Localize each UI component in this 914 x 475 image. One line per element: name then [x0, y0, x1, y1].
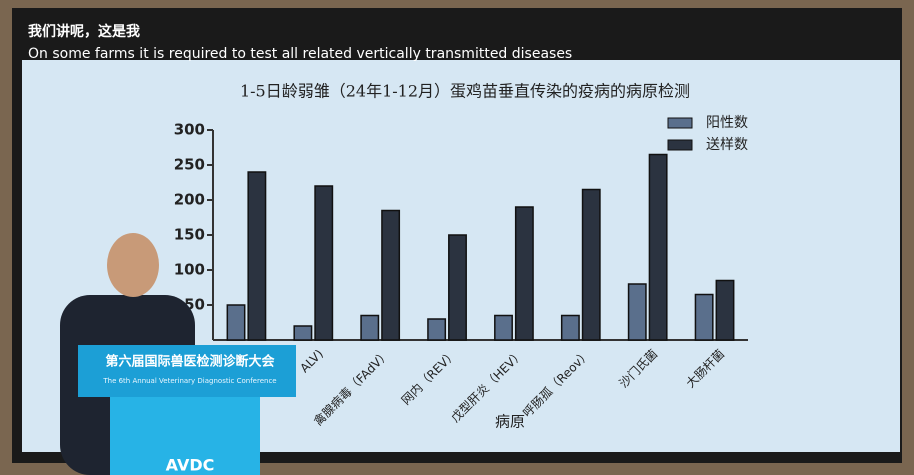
bar: [293, 325, 313, 341]
legend-label: 阳性数: [706, 115, 748, 131]
bar: [514, 206, 534, 341]
bar: [360, 314, 380, 341]
caption-en: On some farms it is required to test all…: [28, 46, 572, 62]
y-tick-label: 300: [174, 121, 205, 139]
chart-title: 1-5日龄弱雏（24年1-12月）蛋鸡苗垂直传染的疫病的病原检测: [240, 82, 690, 101]
podium: [110, 397, 260, 475]
bar: [448, 234, 467, 341]
foreground: 第六届国际兽医检测诊断大会 The 6th Annual Veterinary …: [60, 233, 296, 475]
bar: [560, 314, 580, 341]
y-tick-label: 150: [174, 226, 205, 244]
x-axis-label: 病原: [495, 413, 525, 431]
bar: [648, 153, 668, 341]
caption-cn: 我们讲呢，这是我: [28, 23, 140, 40]
bar: [581, 188, 601, 341]
bar: [694, 293, 714, 341]
legend-swatch: [667, 117, 693, 129]
bar: [314, 185, 334, 341]
legend-swatch: [667, 139, 693, 151]
y-tick-label: 200: [174, 191, 205, 209]
bar: [627, 283, 647, 341]
bar: [715, 279, 735, 341]
speaker-head: [107, 233, 159, 297]
bar: [427, 318, 447, 341]
y-tick-label: 100: [174, 261, 205, 279]
bar: [247, 171, 267, 341]
bar: [226, 304, 246, 341]
bar: [494, 314, 513, 341]
podium-banner: [78, 345, 296, 397]
y-tick-label: 250: [174, 156, 205, 174]
banner-logo: AVDC: [166, 456, 215, 475]
banner-title: 第六届国际兽医检测诊断大会: [105, 354, 275, 370]
banner-subtitle: The 6th Annual Veterinary Diagnostic Con…: [102, 377, 276, 385]
legend-label: 送样数: [706, 137, 748, 153]
bar: [381, 209, 401, 341]
